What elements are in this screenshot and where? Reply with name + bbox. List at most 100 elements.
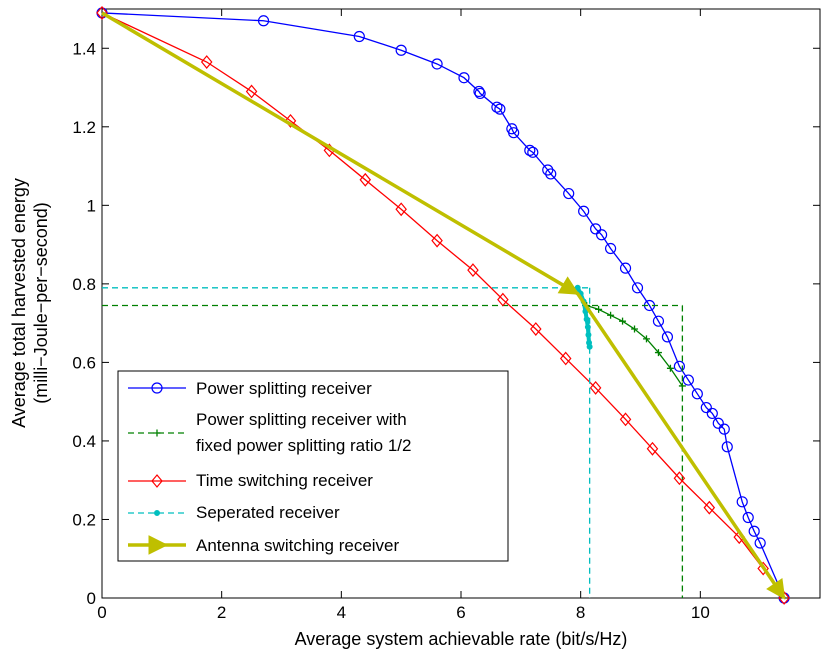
series-point-0 [700,401,712,414]
series-point-3 [583,316,590,323]
series-point-0 [721,441,733,453]
y-tick-label: 1.4 [72,39,96,58]
legend-marker-0 [151,382,163,394]
series-point-1 [666,364,674,372]
series-point-0 [545,168,557,180]
series-point-1 [595,305,603,313]
series-point-0 [578,205,590,217]
legend: Power splitting receiver Power splitting… [117,370,509,562]
x-tick-label: 8 [576,603,585,622]
series-point-2 [673,471,686,486]
series-point-4 [766,578,786,600]
series-point-3 [586,343,593,350]
series-point-0 [682,374,694,386]
series-point-0 [590,223,602,235]
legend-label-antenna-switching: Antenna switching receiver [196,536,400,555]
series-group [96,5,790,605]
series-point-2 [619,412,632,427]
series-point-0 [473,85,485,98]
series-point-0 [524,144,536,156]
x-tick-label: 0 [97,603,106,622]
x-tick-label: 4 [337,603,346,622]
series-point-0 [563,187,575,200]
legend-marker-4 [148,535,169,555]
legend-label-fixed-ratio-line1: Power splitting receiver with [196,410,407,429]
series-point-0 [491,101,503,113]
series-point-2 [467,263,479,278]
series-point-1 [654,349,662,357]
series-point-0 [474,87,486,100]
series-point-0 [508,127,520,139]
series-point-2 [497,292,509,307]
series-point-2 [589,380,602,395]
series-point-2 [703,500,716,515]
series-point-0 [631,282,644,294]
y-tick-label: 0.2 [72,510,96,529]
series-point-0 [673,360,685,372]
y-tick-label: 0 [87,589,96,608]
series-point-0 [706,407,718,420]
series-point-0 [353,30,365,43]
legend-label-seperated: Seperated receiver [196,503,340,522]
series-point-0 [257,15,270,27]
y-tick-label: 0.6 [72,353,96,372]
series-point-2 [431,233,443,248]
y-tick-label: 1 [87,196,96,215]
series-point-0 [604,242,617,255]
series-point-3 [574,284,581,291]
y-tick-label: 0.4 [72,432,96,451]
legend-box [117,370,509,562]
axis-ticks: 0 2 4 6 8 10 0 0.2 0.4 0.6 0.8 1 1.2 1.4 [72,9,820,622]
series-point-4 [557,276,580,295]
series-point-0 [748,525,760,537]
series-point-0 [742,511,754,524]
legend-label-power-splitting: Power splitting receiver [196,379,372,398]
series-point-1 [619,317,627,325]
series-point-0 [527,146,539,158]
legend-markers [128,382,186,555]
legend-marker-1 [153,429,161,437]
legend-marker-3 [154,510,160,516]
series-point-2 [200,55,213,69]
series-point-0 [494,103,506,115]
series-point-0 [712,417,724,429]
series-point-3 [584,324,591,331]
y-tick-label: 0.8 [72,275,96,294]
series-point-3 [585,331,592,338]
series-point-0 [619,262,632,274]
series-point-1 [607,311,615,319]
series-point-0 [596,229,608,241]
series-point-2 [559,351,572,366]
y-axis-label-line1: Average total harvested energy [9,178,29,428]
series-point-0 [431,58,443,70]
legend-label-time-switching: Time switching receiver [196,471,373,490]
x-tick-label: 2 [217,603,226,622]
series-point-0 [395,44,407,56]
x-tick-label: 10 [691,603,710,622]
legend-marker-2 [151,474,163,488]
series-point-0 [458,72,470,84]
series-point-2 [359,172,372,187]
series-point-1 [642,335,650,343]
legend-label-fixed-ratio-line2: fixed power splitting ratio 1/2 [196,436,411,455]
arrow-head [766,578,786,600]
y-axis-label-line2: (milli−Joule−per−second) [31,202,51,404]
series-point-2 [646,441,659,456]
series-point-2 [530,322,542,336]
series-point-2 [284,113,297,128]
series-point-0 [736,496,748,508]
series-point-0 [661,331,674,343]
x-axis-label: Average system achievable rate (bit/s/Hz… [295,629,628,649]
series-line-2 [101,12,785,599]
x-tick-label: 6 [456,603,465,622]
series-point-1 [631,325,639,333]
arrow-head [557,276,580,295]
series-point-2 [245,84,258,99]
series-point-2 [757,561,769,576]
series-point-0 [754,537,766,549]
y-tick-label: 1.2 [72,118,96,137]
series-point-0 [652,315,665,327]
series-point-0 [542,164,554,176]
series-point-0 [718,423,730,435]
